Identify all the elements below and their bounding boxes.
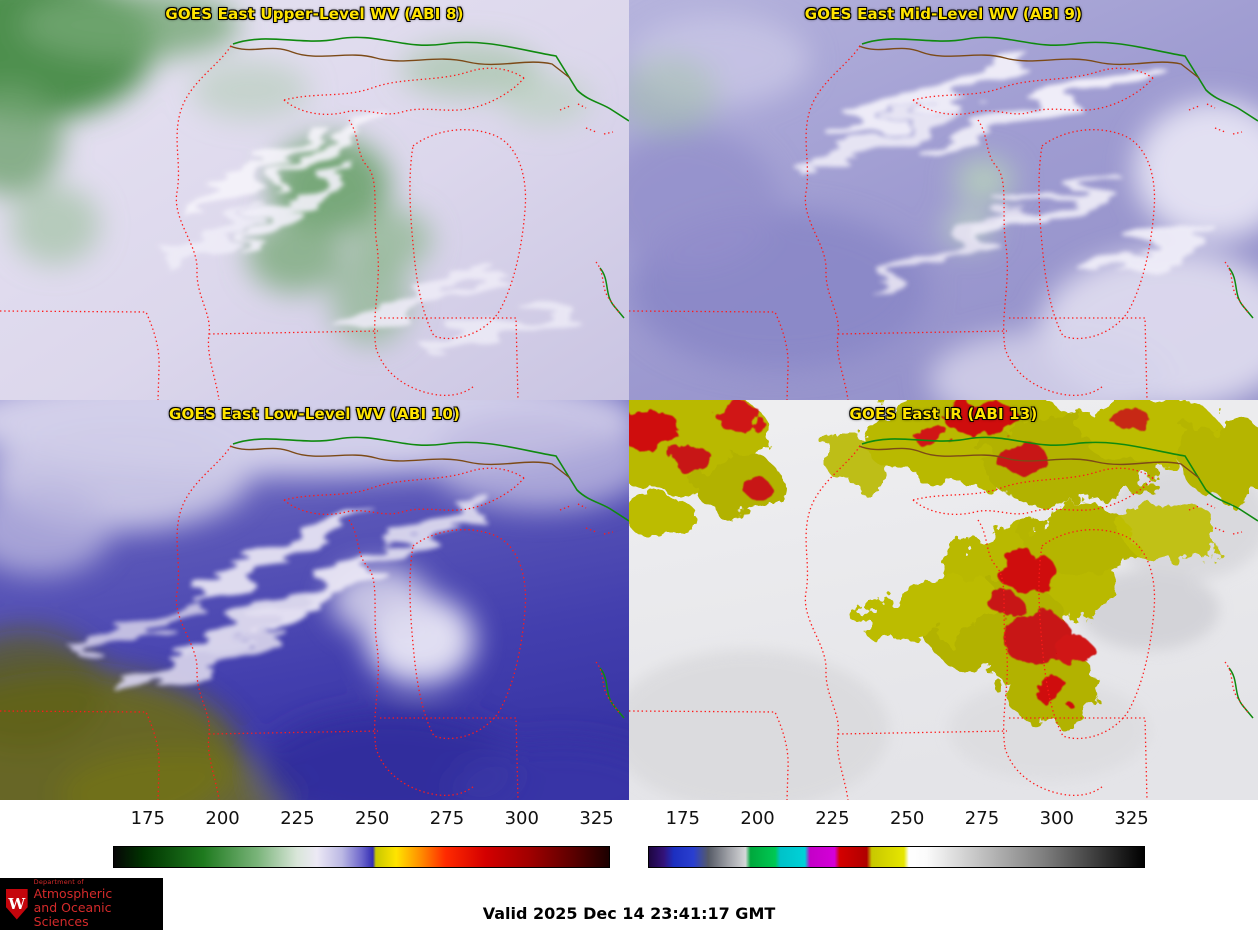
tick-label: 175 [665, 808, 700, 829]
tick-label: 275 [964, 808, 1000, 829]
panel-ir[interactable]: GOES East IR (ABI 13) [629, 400, 1258, 800]
uw-crest-icon: W [6, 888, 28, 920]
panel-low-level-wv[interactable]: GOES East Low-Level WV (ABI 10) [0, 400, 629, 800]
colorbar-wv-ticks: 175 200 225 250 275 300 325 [113, 808, 614, 834]
footer: W Department of Atmospheric and Oceanic … [0, 878, 1258, 930]
colorbar-ir-gradient [648, 846, 1145, 868]
colorbar-row: 175 200 225 250 275 300 325 175 200 225 … [0, 800, 1258, 878]
panel-title-ir: GOES East IR (ABI 13) [849, 405, 1038, 423]
logo-line-oceanic: and Oceanic Sciences [33, 899, 112, 929]
tick-label: 200 [740, 808, 775, 829]
colorbar-ir-ticks: 175 200 225 250 275 300 325 [648, 808, 1149, 834]
colorbar-ir: 175 200 225 250 275 300 325 [648, 800, 1149, 878]
logo-text: Department of Atmospheric and Oceanic Sc… [33, 878, 157, 929]
tick-label: 225 [815, 808, 850, 829]
tick-label: 325 [1114, 808, 1149, 829]
panel-title-mid-wv: GOES East Mid-Level WV (ABI 9) [804, 5, 1083, 23]
panel-title-upper-wv: GOES East Upper-Level WV (ABI 8) [165, 5, 464, 23]
tick-label: 200 [205, 808, 240, 829]
colorbar-wv-gradient [113, 846, 610, 868]
crest-letter: W [8, 895, 26, 913]
tick-label: 225 [280, 808, 315, 829]
colorbar-wv: 175 200 225 250 275 300 325 [113, 800, 614, 878]
satellite-image-upper-wv [0, 0, 629, 400]
panel-upper-level-wv[interactable]: GOES East Upper-Level WV (ABI 8) [0, 0, 629, 400]
tick-label: 275 [429, 808, 465, 829]
panel-grid: GOES East Upper-Level WV (ABI 8) [0, 0, 1258, 800]
satellite-image-mid-wv [629, 0, 1258, 400]
tick-label: 300 [1039, 808, 1074, 829]
tick-label: 300 [504, 808, 539, 829]
logo-line-atmospheric: Atmospheric [33, 885, 113, 901]
satellite-image-ir [629, 400, 1258, 800]
tick-label: 250 [354, 808, 390, 829]
logo-dept-line: Department of [33, 878, 84, 887]
tick-label: 250 [889, 808, 925, 829]
satellite-image-low-wv [0, 400, 629, 800]
panel-mid-level-wv[interactable]: GOES East Mid-Level WV (ABI 9) [629, 0, 1258, 400]
valid-time-label: Valid 2025 Dec 14 23:41:17 GMT [482, 904, 776, 923]
uw-aos-logo[interactable]: W Department of Atmospheric and Oceanic … [0, 878, 163, 930]
panel-title-low-wv: GOES East Low-Level WV (ABI 10) [168, 405, 461, 423]
tick-label: 175 [130, 808, 165, 829]
tick-label: 325 [579, 808, 614, 829]
